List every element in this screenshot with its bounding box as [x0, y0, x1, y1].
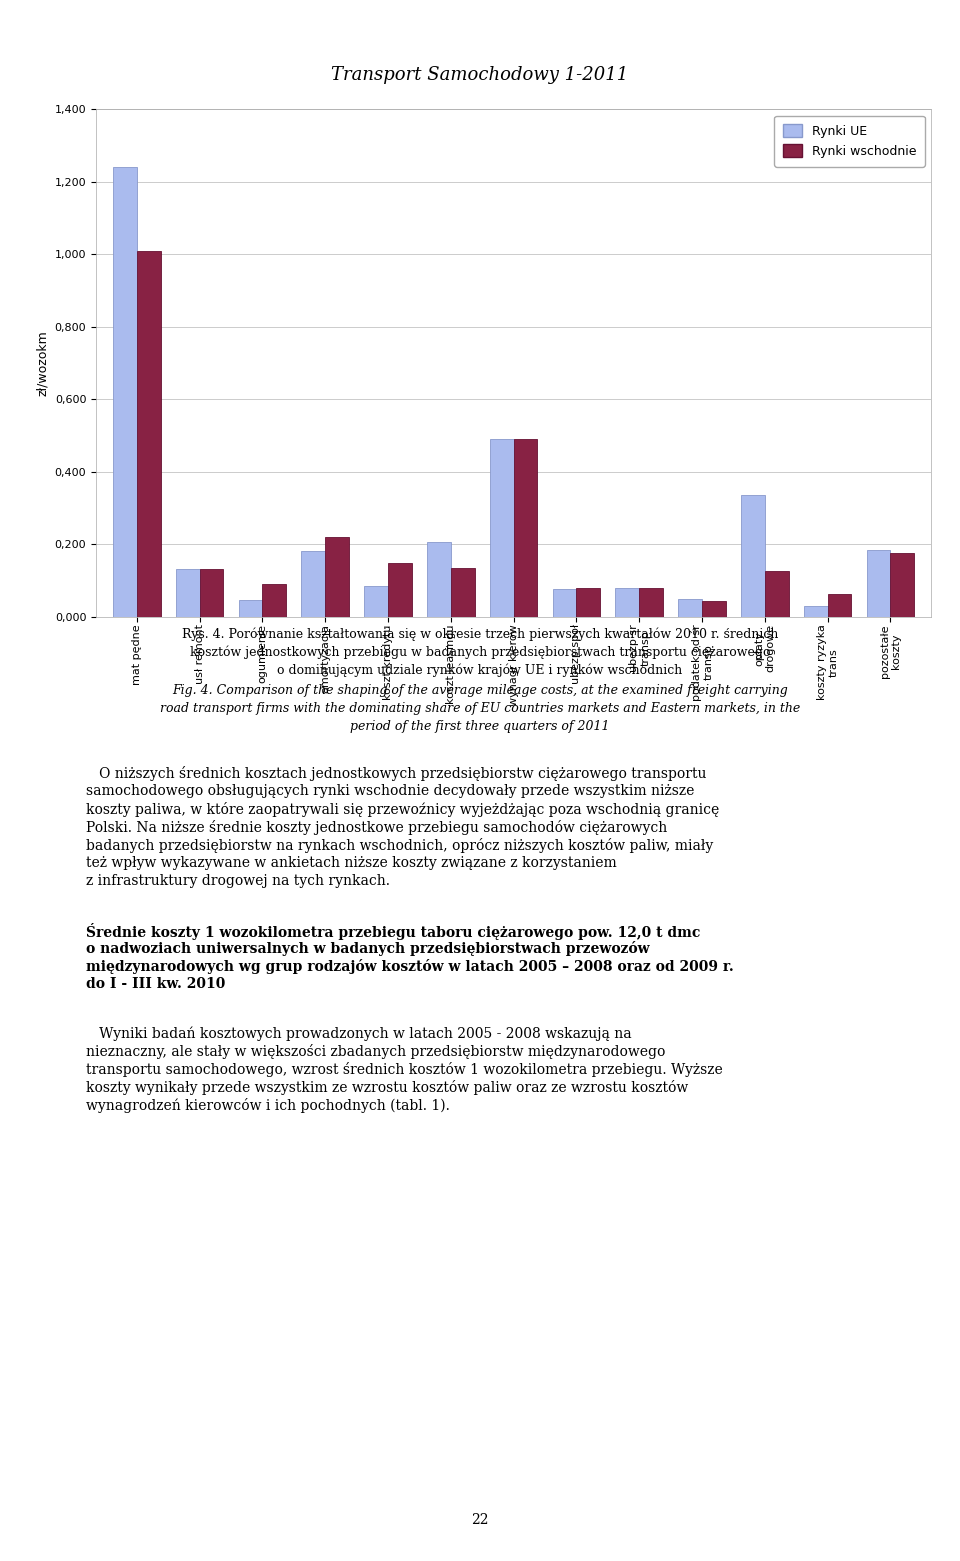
- Text: road transport firms with the dominating share of EU countries markets and Easte: road transport firms with the dominating…: [160, 702, 800, 715]
- Bar: [615, 587, 639, 617]
- Bar: [702, 601, 726, 617]
- Bar: [867, 549, 890, 617]
- Text: o nadwoziach uniwersalnych w badanych przedsiębiorstwach przewozów: o nadwoziach uniwersalnych w badanych pr…: [86, 941, 650, 957]
- Text: O niższych średnich kosztach jednostkowych przedsiębiorstw ciężarowego transport: O niższych średnich kosztach jednostkowy…: [86, 766, 707, 782]
- Bar: [639, 587, 663, 617]
- Text: o dominującym udziale rynków krajów UE i rynków wschodnich: o dominującym udziale rynków krajów UE i…: [277, 663, 683, 677]
- Text: Fig. 4. Comparison of the shaping of the average mileage costs, at the examined : Fig. 4. Comparison of the shaping of the…: [172, 684, 788, 698]
- Bar: [262, 584, 286, 617]
- Text: z infrastruktury drogowej na tych rynkach.: z infrastruktury drogowej na tych rynkac…: [86, 874, 391, 888]
- Bar: [765, 571, 789, 617]
- Text: Polski. Na niższe średnie koszty jednostkowe przebiegu samochodów ciężarowych: Polski. Na niższe średnie koszty jednost…: [86, 820, 667, 835]
- Text: międzynarodowych wg grup rodzajów kosztów w latach 2005 – 2008 oraz od 2009 r.: międzynarodowych wg grup rodzajów kosztó…: [86, 958, 734, 974]
- Bar: [388, 564, 412, 617]
- Text: Rys. 4. Porównanie kształtowania się w okresie trzech pierwszych kwartałów 2010 : Rys. 4. Porównanie kształtowania się w o…: [181, 628, 779, 642]
- Text: period of the first three quarters of 2011: period of the first three quarters of 20…: [350, 720, 610, 734]
- Text: koszty paliwa, w które zaopatrywali się przewoźnicy wyjeżdżając poza wschodnią g: koszty paliwa, w które zaopatrywali się …: [86, 802, 720, 818]
- Bar: [325, 537, 349, 617]
- Text: nieznaczny, ale stały w większości zbadanych przedsiębiorstw międzynarodowego: nieznaczny, ale stały w większości zbada…: [86, 1044, 666, 1060]
- Text: badanych przedsiębiorstw na rynkach wschodnich, oprócz niższych kosztów paliw, m: badanych przedsiębiorstw na rynkach wsch…: [86, 838, 713, 854]
- Text: samochodowego obsługujących rynki wschodnie decydowały przede wszystkim niższe: samochodowego obsługujących rynki wschod…: [86, 784, 695, 798]
- Bar: [451, 568, 474, 617]
- Bar: [741, 495, 765, 617]
- Bar: [113, 167, 137, 617]
- Bar: [890, 553, 914, 617]
- Text: Średnie koszty 1 wozokilometra przebiegu taboru ciężarowego pow. 12,0 t dmc: Średnie koszty 1 wozokilometra przebiegu…: [86, 923, 701, 940]
- Bar: [576, 587, 600, 617]
- Bar: [553, 590, 576, 617]
- Bar: [514, 439, 538, 617]
- Text: kosztów jednostkowych przebiegu w badanych przedsiębiorstwach transportu ciężaro: kosztów jednostkowych przebiegu w badany…: [190, 646, 770, 659]
- Text: koszty wynikały przede wszystkim ze wzrostu kosztów paliw oraz ze wzrostu kosztó: koszty wynikały przede wszystkim ze wzro…: [86, 1080, 688, 1096]
- Text: Transport Samochodowy 1-2011: Transport Samochodowy 1-2011: [331, 66, 629, 84]
- Bar: [301, 551, 325, 617]
- Bar: [828, 595, 852, 617]
- Text: do I - III kw. 2010: do I - III kw. 2010: [86, 977, 226, 991]
- Bar: [176, 570, 200, 617]
- Text: Wyniki badań kosztowych prowadzonych w latach 2005 - 2008 wskazują na: Wyniki badań kosztowych prowadzonych w l…: [86, 1027, 632, 1041]
- Bar: [490, 439, 514, 617]
- Bar: [804, 607, 828, 617]
- Bar: [364, 585, 388, 617]
- Text: też wpływ wykazywane w ankietach niższe koszty związane z korzystaniem: też wpływ wykazywane w ankietach niższe …: [86, 855, 617, 869]
- Legend: Rynki UE, Rynki wschodnie: Rynki UE, Rynki wschodnie: [774, 116, 924, 167]
- Text: transportu samochodowego, wzrost średnich kosztów 1 wozokilometra przebiegu. Wyż: transportu samochodowego, wzrost średnic…: [86, 1061, 723, 1077]
- Y-axis label: zł/wozokm: zł/wozokm: [36, 329, 49, 396]
- Bar: [200, 570, 224, 617]
- Text: 22: 22: [471, 1513, 489, 1527]
- Bar: [137, 251, 160, 617]
- Bar: [678, 599, 702, 617]
- Bar: [427, 542, 451, 617]
- Text: wynagrodzeń kierowców i ich pochodnych (tabl. 1).: wynagrodzeń kierowców i ich pochodnych (…: [86, 1099, 450, 1113]
- Bar: [238, 601, 262, 617]
